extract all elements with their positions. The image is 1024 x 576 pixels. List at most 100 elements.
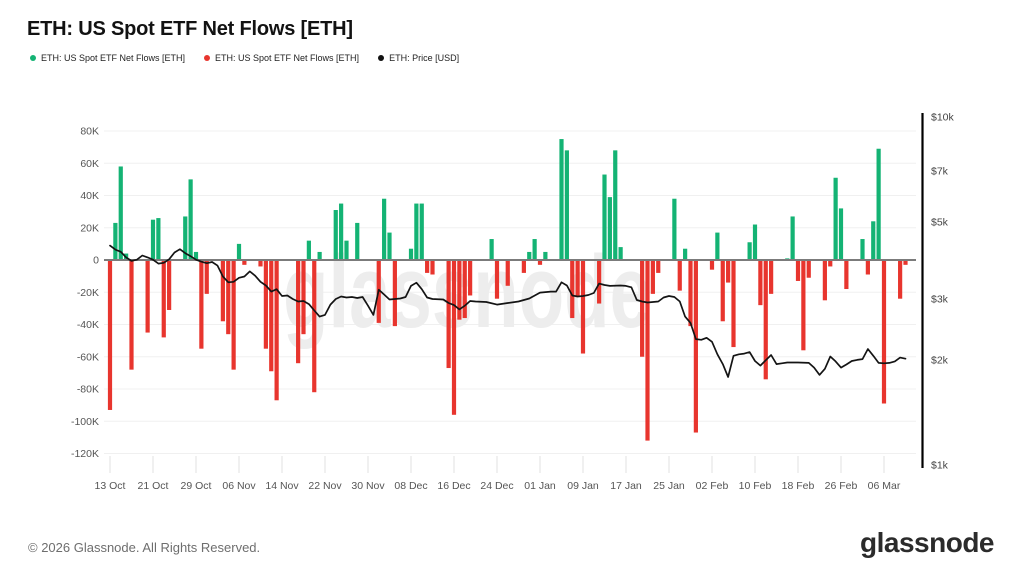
flow-bar-positive[interactable]	[387, 232, 392, 260]
flow-bar-negative[interactable]	[720, 260, 725, 322]
flow-bar-negative[interactable]	[881, 260, 887, 404]
flow-bar-negative[interactable]	[580, 260, 586, 354]
flow-bar-positive[interactable]	[344, 240, 349, 260]
flow-bar-negative[interactable]	[468, 260, 473, 296]
legend-item-net-flows-negative[interactable]: ETH: US Spot ETF Net Flows [ETH]	[204, 53, 359, 63]
flow-bar-positive[interactable]	[532, 239, 537, 260]
flow-bar-negative[interactable]	[296, 260, 301, 364]
flow-bar-negative[interactable]	[204, 260, 209, 294]
flow-bar-positive[interactable]	[339, 203, 344, 260]
flow-bar-positive[interactable]	[833, 177, 838, 260]
flow-bar-positive[interactable]	[489, 239, 494, 260]
flow-bar-negative[interactable]	[392, 260, 397, 327]
flow-bar-positive[interactable]	[408, 248, 414, 260]
flow-bar-positive[interactable]	[564, 150, 569, 260]
flow-bar-positive[interactable]	[860, 239, 865, 260]
flow-bar-positive[interactable]	[618, 247, 623, 260]
flow-bar-negative[interactable]	[763, 260, 768, 380]
flow-bar-negative[interactable]	[828, 260, 833, 267]
flow-bar-positive[interactable]	[382, 198, 387, 260]
flow-bar-positive[interactable]	[333, 210, 338, 260]
flow-bar-negative[interactable]	[494, 260, 500, 299]
flow-bar-negative[interactable]	[231, 260, 236, 370]
flow-bar-negative[interactable]	[656, 260, 661, 273]
flow-bar-positive[interactable]	[193, 251, 199, 260]
flow-bar-negative[interactable]	[575, 260, 580, 298]
flow-bar-positive[interactable]	[306, 240, 311, 260]
flow-bar-negative[interactable]	[457, 260, 462, 320]
flow-bar-positive[interactable]	[150, 219, 156, 260]
flow-bar-positive[interactable]	[683, 248, 688, 260]
flow-bar-negative[interactable]	[597, 260, 602, 304]
flow-bar-negative[interactable]	[865, 260, 870, 275]
flow-bar-negative[interactable]	[167, 260, 172, 310]
flow-bar-negative[interactable]	[903, 260, 908, 265]
flow-bar-positive[interactable]	[602, 174, 607, 260]
flow-bar-negative[interactable]	[726, 260, 731, 283]
flow-bar-negative[interactable]	[677, 260, 682, 291]
flow-bar-positive[interactable]	[543, 251, 548, 260]
flow-bar-positive[interactable]	[113, 222, 118, 260]
flow-bar-positive[interactable]	[156, 218, 161, 260]
flow-bar-negative[interactable]	[645, 260, 650, 441]
flow-bar-negative[interactable]	[570, 260, 575, 319]
flow-bar-negative[interactable]	[650, 260, 655, 294]
flow-bar-positive[interactable]	[355, 222, 360, 260]
flow-bar-negative[interactable]	[263, 260, 268, 349]
flow-bar-negative[interactable]	[161, 260, 166, 338]
flow-bar-positive[interactable]	[118, 166, 123, 260]
flow-bar-negative[interactable]	[801, 260, 806, 351]
etf-net-flows-chart[interactable]: 80K 60K 40K 20K 0 -20K -40K -60K -80K -100K -120K g…	[0, 0, 1024, 510]
flow-bar-negative[interactable]	[269, 260, 274, 372]
flow-bar-negative[interactable]	[521, 260, 526, 273]
flow-bar-positive[interactable]	[188, 179, 193, 260]
legend-item-price[interactable]: ETH: Price [USD]	[378, 53, 459, 63]
flow-bar-negative[interactable]	[301, 260, 306, 335]
flow-bar-negative[interactable]	[107, 260, 113, 410]
flow-bar-positive[interactable]	[559, 139, 564, 260]
flow-bar-negative[interactable]	[537, 260, 543, 265]
flow-bar-negative[interactable]	[129, 260, 134, 370]
flow-bar-positive[interactable]	[607, 197, 612, 260]
flow-bar-positive[interactable]	[672, 198, 677, 260]
flow-bar-positive[interactable]	[790, 216, 795, 260]
flow-bar-positive[interactable]	[876, 148, 881, 260]
flow-bar-negative[interactable]	[446, 260, 451, 369]
flow-bar-negative[interactable]	[693, 260, 698, 433]
flow-bar-positive[interactable]	[527, 251, 532, 260]
flow-bar-negative[interactable]	[258, 260, 263, 267]
flow-bar-negative[interactable]	[795, 260, 801, 281]
flow-bar-negative[interactable]	[640, 260, 645, 357]
flow-bar-positive[interactable]	[871, 221, 876, 260]
flow-bar-positive[interactable]	[317, 251, 322, 260]
flow-bar-negative[interactable]	[199, 260, 204, 349]
flow-bar-negative[interactable]	[451, 260, 457, 415]
flow-bar-negative[interactable]	[226, 260, 231, 335]
flow-bar-negative[interactable]	[844, 260, 849, 290]
flow-bar-negative[interactable]	[425, 260, 430, 273]
flow-bar-negative[interactable]	[898, 260, 903, 299]
flow-bar-negative[interactable]	[709, 260, 715, 270]
flow-bar-positive[interactable]	[752, 224, 758, 260]
flow-bar-negative[interactable]	[769, 260, 774, 294]
flow-bar-negative[interactable]	[806, 260, 811, 278]
flow-bar-positive[interactable]	[613, 150, 618, 260]
flow-bar-negative[interactable]	[688, 260, 693, 327]
legend-item-net-flows-positive[interactable]: ETH: US Spot ETF Net Flows [ETH]	[30, 53, 185, 63]
flow-bar-negative[interactable]	[462, 260, 467, 319]
flow-bar-negative[interactable]	[430, 260, 435, 275]
flow-bar-positive[interactable]	[747, 242, 752, 260]
flow-bar-negative[interactable]	[731, 260, 736, 348]
flow-bar-negative[interactable]	[145, 260, 150, 333]
flow-bar-positive[interactable]	[838, 208, 844, 260]
flow-bar-negative[interactable]	[505, 260, 510, 286]
flow-bar-negative[interactable]	[220, 260, 225, 322]
flow-bar-negative[interactable]	[274, 260, 279, 401]
flow-bar-negative[interactable]	[758, 260, 763, 306]
flow-bar-negative[interactable]	[822, 260, 827, 301]
flow-bar-positive[interactable]	[236, 243, 242, 260]
flow-bar-positive[interactable]	[419, 203, 424, 260]
flow-bar-positive[interactable]	[414, 203, 419, 260]
flow-bar-negative[interactable]	[312, 260, 317, 393]
flow-bar-negative[interactable]	[242, 260, 247, 265]
